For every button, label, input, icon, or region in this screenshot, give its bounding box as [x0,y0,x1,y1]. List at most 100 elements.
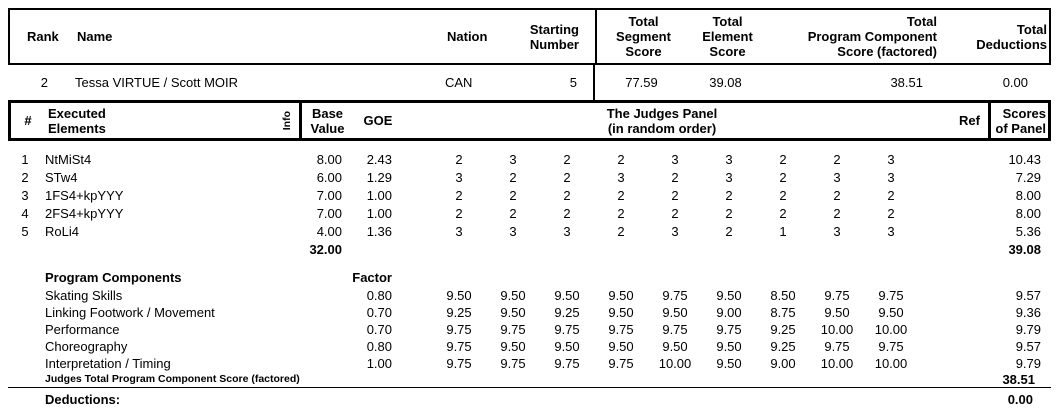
judge-score: 9.75 [608,356,634,371]
element-name: NtMiSt4 [45,152,92,167]
judge-score: 3 [671,224,679,239]
skater-deductions: 0.00 [1002,75,1028,90]
component-panel-score: 9.57 [1015,339,1041,354]
element-goe: 2.43 [366,152,392,167]
judge-score: 3 [833,170,841,185]
goe-header: GOE [363,113,393,128]
component-name: Interpretation / Timing [45,356,171,371]
element-ref [918,223,985,241]
element-name: STw4 [45,170,78,185]
judge-score: 2 [509,188,517,203]
judge-score: 10.00 [874,356,908,371]
component-ref [918,338,985,355]
element-panel-score: 8.00 [1015,206,1041,221]
divider-line [8,387,1051,388]
judge-score: 2 [725,188,733,203]
judge-score: 2 [563,206,571,221]
judge-score: 9.25 [770,322,796,337]
skater-nation: CAN [445,75,473,90]
judge-score: 3 [725,152,733,167]
element-name: RoLi4 [45,224,79,239]
element-ref [918,187,985,205]
judge-score: 9.25 [554,305,580,320]
judge-score: 2 [509,170,517,185]
judge-score: 2 [779,170,787,185]
executed-elements-header: Executed Elements [48,105,106,136]
judge-score: 2 [779,206,787,221]
judge-score: 2 [563,170,571,185]
judge-score: 8.75 [770,305,796,320]
judge-score: 2 [455,152,463,167]
judges-panel-header: The Judges Panel (in random order) [606,105,718,136]
element-base-value: 6.00 [316,170,342,185]
element-base-value: 7.00 [316,206,342,221]
elements-header-box: # Executed Elements Info Base Value GOE … [8,100,1051,141]
component-name: Linking Footwork / Movement [45,305,215,320]
element-panel-score: 7.29 [1015,170,1041,185]
rank-header: Rank [10,10,65,63]
total-element-score-header: Total Element Score [702,14,753,59]
element-row: 4 2FS4+kpYYY 7.00 1.00 2 2 2 2 2 2 2 2 2… [8,205,1051,223]
element-ref [918,169,985,187]
judge-score: 9.50 [662,305,688,320]
judge-score: 9.50 [662,339,688,354]
judge-score: 2 [671,206,679,221]
judge-score: 3 [509,224,517,239]
judge-score: 9.75 [446,339,472,354]
judge-score: 2 [617,224,625,239]
judge-score: 3 [509,152,517,167]
component-panel-score: 9.79 [1015,322,1041,337]
judge-score: 10.00 [658,356,692,371]
component-row: Linking Footwork / Movement 0.70 9.25 9.… [8,304,1051,321]
judge-score: 9.50 [824,305,850,320]
element-panel-score: 8.00 [1015,188,1041,203]
judge-score: 9.50 [554,339,580,354]
component-panel-score: 9.36 [1015,305,1041,320]
name-header-label: Name [77,29,113,44]
rank-header-label: Rank [27,29,59,44]
judge-score: 2 [617,188,625,203]
component-factor: 1.00 [366,356,392,371]
judge-score: 2 [563,152,571,167]
component-ref [918,321,985,338]
judge-score: 9.00 [716,305,742,320]
component-name: Skating Skills [45,288,123,303]
judge-score: 2 [779,188,787,203]
judge-score: 9.50 [554,288,580,303]
component-factor: 0.80 [366,288,392,303]
judge-score: 9.75 [608,322,634,337]
element-base-value: 4.00 [316,224,342,239]
components-title: Program Components [45,270,182,285]
component-row: Performance 0.70 9.75 9.75 9.75 9.75 9.7… [8,321,1051,338]
judge-score: 10.00 [820,322,854,337]
judge-score: 9.75 [878,339,904,354]
judge-score: 2 [833,152,841,167]
factor-label: Factor [352,270,392,285]
judge-score: 3 [833,224,841,239]
component-ref [918,304,985,321]
judge-score: 9.75 [662,288,688,303]
nation-header: Nation [447,10,517,63]
components-total-row: Judges Total Program Component Score (fa… [8,372,1051,387]
element-number: 1 [21,152,29,167]
judge-score: 2 [779,152,787,167]
judge-score: 9.75 [500,322,526,337]
element-goe: 1.00 [366,206,392,221]
deductions-label: Deductions: [45,392,121,407]
element-row: 2 STw4 6.00 1.29 3 2 2 3 2 3 2 3 3 7.29 [8,169,1051,187]
component-panel-score: 9.79 [1015,356,1041,371]
judge-score: 9.50 [608,339,634,354]
elements-section: 1 NtMiSt4 8.00 2.43 2 3 2 2 3 3 2 2 3 10… [8,151,1051,259]
element-number: 3 [21,188,29,203]
elements-total-row: 32.00 39.08 [8,241,1051,259]
base-value-header: Base Value [299,103,353,138]
element-ref [918,205,985,223]
skater-rank: 2 [40,75,48,90]
total-deductions-header: Total Deductions [976,21,1047,52]
element-name: 2FS4+kpYYY [45,206,124,221]
element-base-value: 8.00 [316,152,342,167]
judge-score: 9.50 [716,356,742,371]
judge-score: 2 [725,206,733,221]
component-row: Interpretation / Timing 1.00 9.75 9.75 9… [8,355,1051,372]
component-ref [918,355,985,372]
